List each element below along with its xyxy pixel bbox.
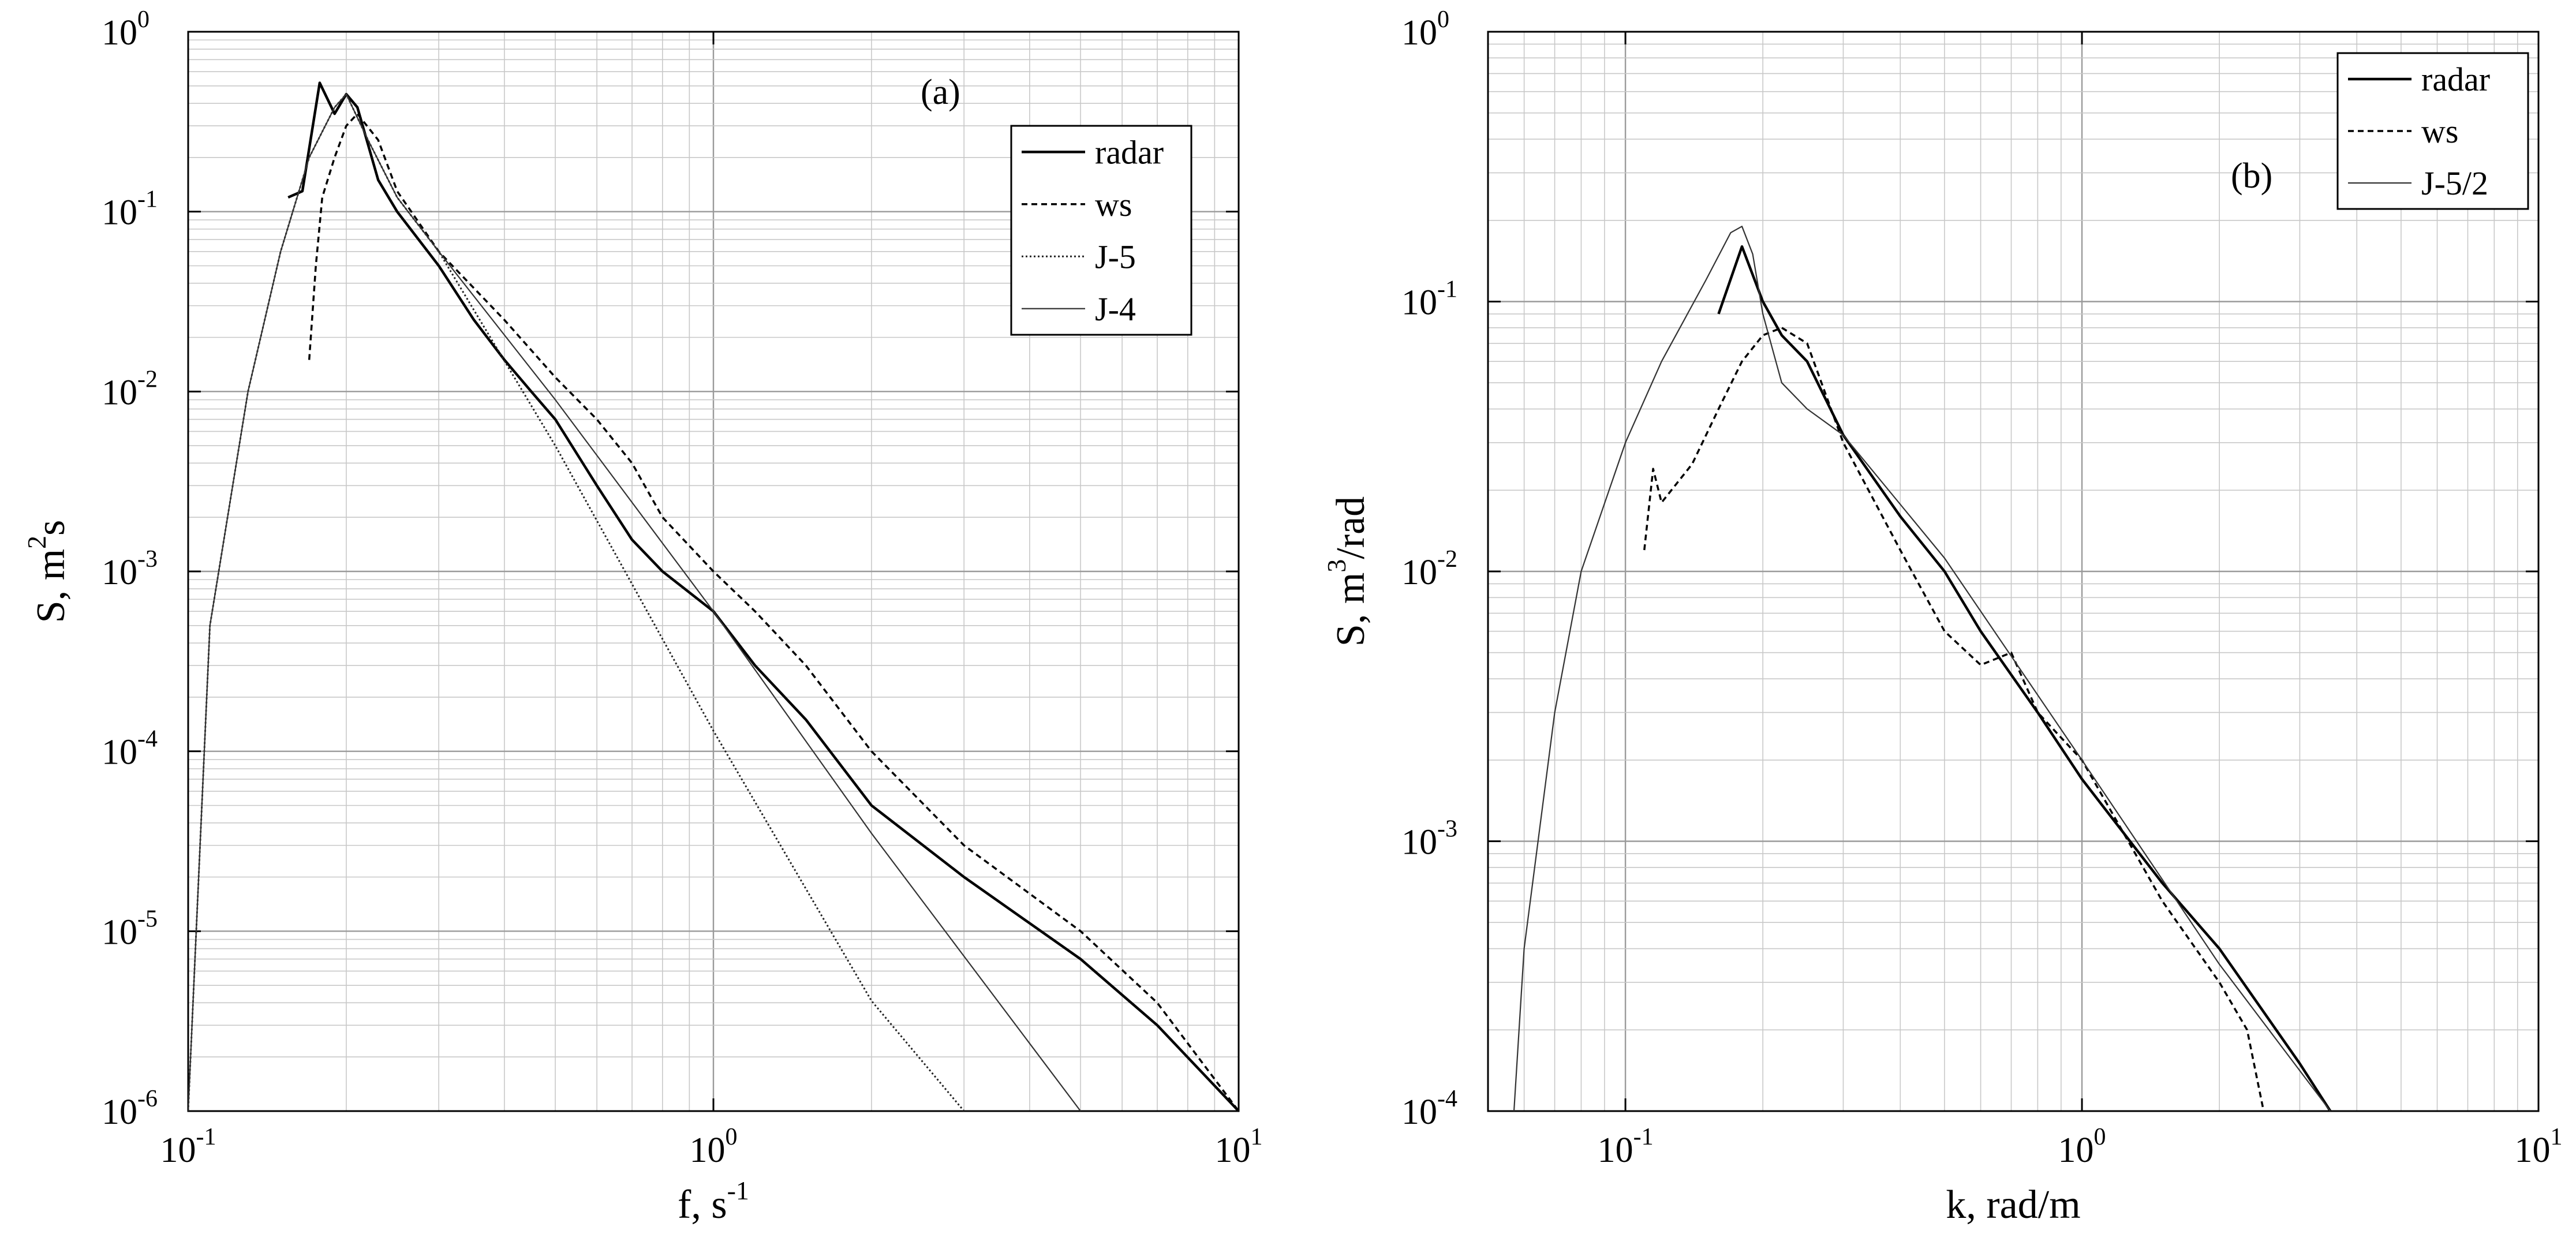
legend-label: radar	[1095, 133, 1164, 171]
y-axis-label-text: S, m	[29, 549, 73, 623]
series-group	[188, 81, 1239, 1111]
x-axis-label-superscript: -1	[727, 1176, 749, 1205]
y-tick-label: 100	[1401, 6, 1449, 53]
y-tick-base: 10	[1401, 13, 1437, 53]
y-tick-exponent: -1	[1437, 276, 1457, 303]
x-tick-exponent: 0	[2094, 1124, 2106, 1150]
y-tick-label: 10-6	[102, 1086, 158, 1132]
y-axis-label-tail: /rad	[1329, 496, 1373, 559]
series-line-radar	[1717, 245, 2332, 1111]
y-tick-exponent: -2	[137, 366, 158, 392]
x-tick-label: 101	[2515, 1124, 2563, 1170]
series-line-j-5-2	[1513, 226, 2331, 1111]
y-tick-label: 10-3	[1401, 816, 1457, 862]
y-axis-label-superscript: 3	[1322, 559, 1351, 573]
series-line-j-4	[188, 94, 1081, 1111]
x-tick-exponent: 0	[726, 1124, 738, 1150]
x-tick-base: 10	[2515, 1131, 2551, 1170]
y-tick-base: 10	[102, 553, 137, 592]
legend: radar ws J-5/2	[2336, 52, 2529, 210]
y-tick-exponent: -3	[137, 546, 158, 573]
y-tick-base: 10	[102, 373, 137, 412]
y-tick-exponent: 0	[1437, 6, 1449, 33]
y-tick-exponent: -5	[137, 906, 158, 932]
x-tick-base: 10	[690, 1131, 726, 1170]
x-tick-label: 10-1	[160, 1124, 216, 1170]
x-tick-label: 100	[690, 1124, 738, 1170]
y-tick-exponent: -3	[1437, 816, 1457, 843]
y-tick-base: 10	[1401, 553, 1437, 592]
y-tick-exponent: -2	[1437, 546, 1457, 573]
y-tick-label: 10-1	[1401, 276, 1457, 323]
y-tick-base: 10	[1401, 283, 1437, 323]
x-tick-label: 10-1	[1598, 1124, 1654, 1170]
y-tick-label: 10-3	[102, 546, 158, 592]
legend: radar ws J-5 J-4	[1010, 125, 1192, 336]
series-line-j-5	[188, 93, 965, 1111]
x-tick-base: 10	[160, 1131, 196, 1170]
y-axis-label: S, m2s	[22, 520, 73, 623]
panel-a-chart: 10-1 100 10110-610-510-410-310-210-1100f, …	[22, 6, 1263, 1227]
y-tick-label: 100	[102, 6, 149, 53]
legend-box	[1010, 125, 1192, 336]
x-axis-label-text: f, s	[678, 1183, 727, 1227]
panel-label: (b)	[2231, 156, 2272, 196]
x-tick-exponent: 1	[2551, 1124, 2563, 1150]
x-tick-label: 101	[1215, 1124, 1263, 1170]
x-tick-exponent: -1	[196, 1124, 216, 1150]
legend-label: J-5	[1095, 238, 1136, 275]
y-tick-base: 10	[102, 13, 137, 53]
y-tick-label: 10-5	[102, 906, 158, 952]
y-tick-base: 10	[102, 913, 137, 952]
x-tick-base: 10	[1598, 1131, 1633, 1170]
legend-label: radar	[2421, 61, 2490, 98]
legend-label: J-4	[1095, 290, 1136, 328]
y-axis-label-superscript: 2	[22, 536, 51, 549]
series-line-ws	[1643, 327, 2265, 1111]
y-axis-label: S, m3/rad	[1322, 496, 1373, 646]
y-tick-exponent: -4	[1437, 1086, 1457, 1112]
y-tick-base: 10	[102, 733, 137, 772]
y-tick-base: 10	[1401, 1093, 1437, 1132]
x-tick-exponent: 1	[1251, 1124, 1263, 1150]
y-axis-label-text: S, m	[1329, 573, 1373, 646]
legend-label: ws	[2421, 113, 2458, 150]
series-group	[1513, 226, 2332, 1111]
y-tick-label: 10-1	[102, 186, 158, 233]
y-tick-label: 10-4	[1401, 1086, 1457, 1132]
y-tick-label: 10-2	[1401, 546, 1457, 592]
x-axis-label: k, rad/m	[1946, 1183, 2080, 1227]
y-tick-base: 10	[1401, 823, 1437, 862]
x-tick-base: 10	[1215, 1131, 1251, 1170]
x-axis-label: f, s-1	[678, 1176, 749, 1227]
legend-label: J-5/2	[2421, 164, 2488, 202]
y-tick-base: 10	[102, 1093, 137, 1132]
panel-label: (a)	[921, 73, 960, 112]
y-tick-label: 10-2	[102, 366, 158, 412]
x-axis-label-text: k, rad/m	[1946, 1183, 2080, 1227]
x-tick-base: 10	[2058, 1131, 2094, 1170]
y-tick-exponent: 0	[137, 6, 149, 33]
y-tick-exponent: -6	[137, 1086, 158, 1112]
y-tick-exponent: -1	[137, 186, 158, 213]
x-tick-exponent: -1	[1633, 1124, 1654, 1150]
y-tick-base: 10	[102, 193, 137, 233]
y-tick-label: 10-4	[102, 726, 158, 772]
legend-label: ws	[1095, 186, 1132, 223]
y-tick-exponent: -4	[137, 726, 158, 753]
y-axis-label-tail: s	[29, 520, 73, 536]
x-tick-label: 100	[2058, 1124, 2106, 1170]
